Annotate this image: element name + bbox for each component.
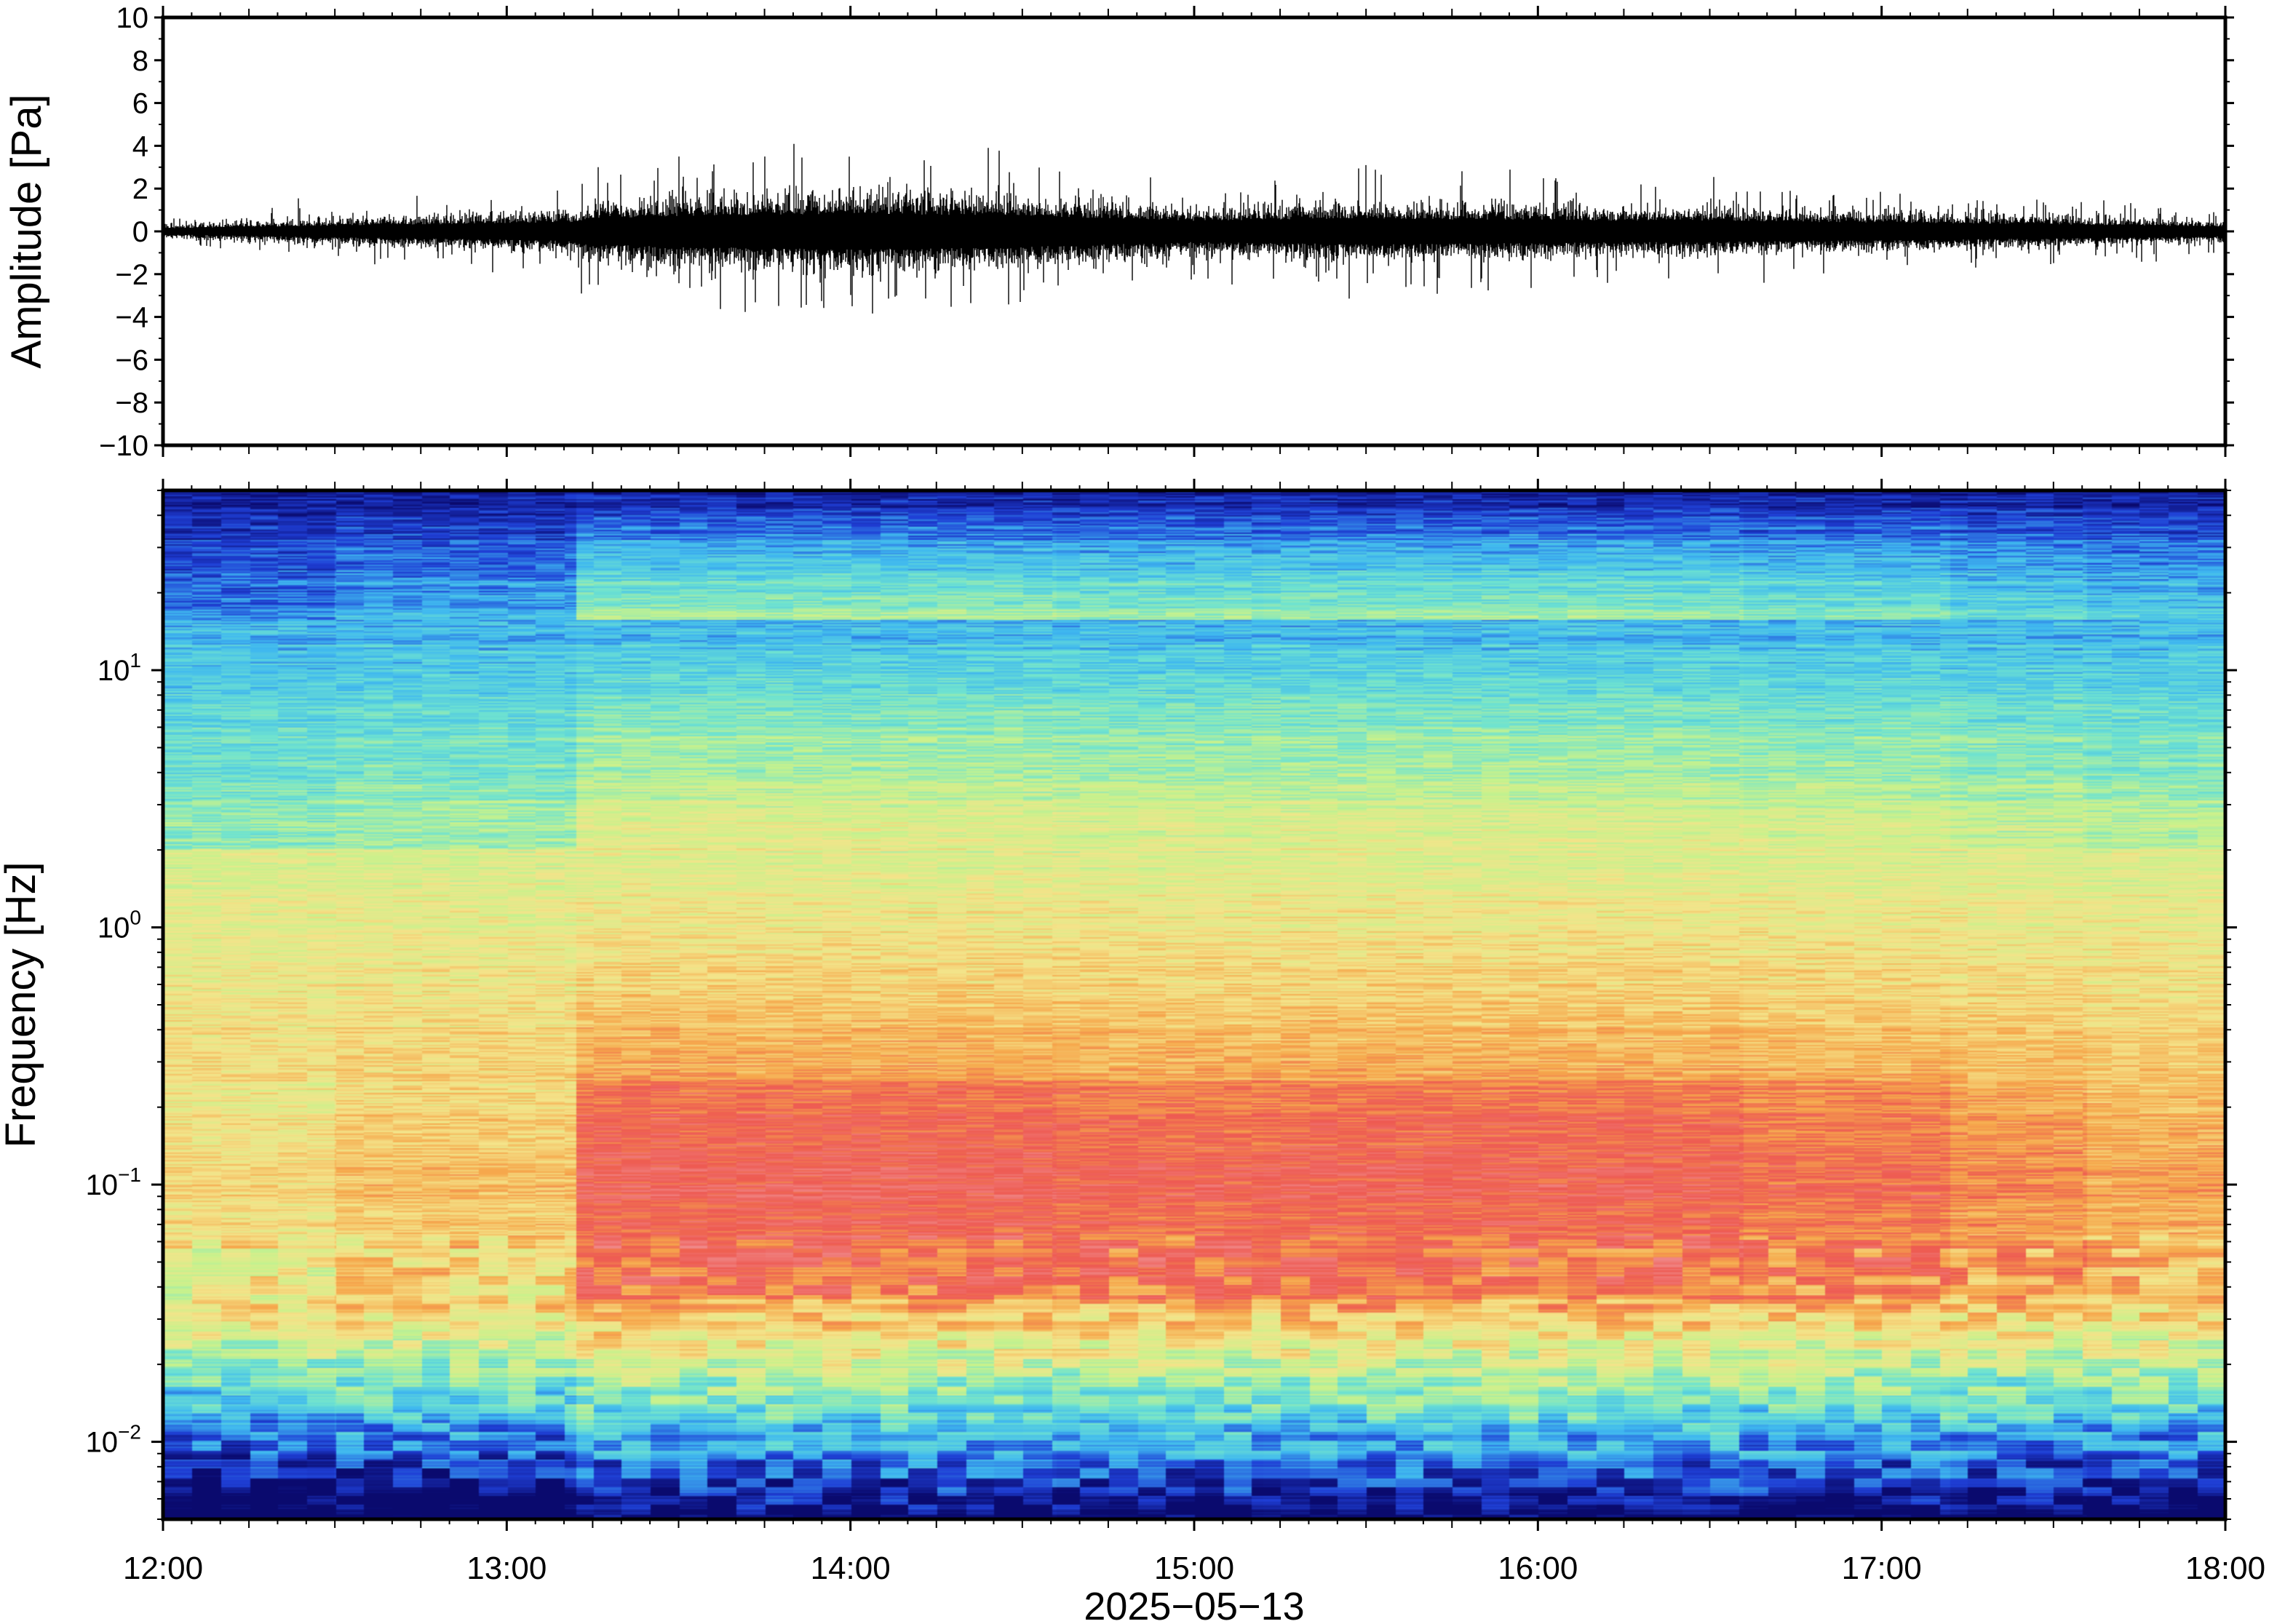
spectrogram-y-tick-label: 100 — [98, 907, 141, 944]
waveform-y-tick-label: −6 — [115, 344, 148, 376]
waveform-y-tick-label: 0 — [132, 216, 148, 248]
waveform-y-tick-label: −8 — [115, 387, 148, 419]
waveform-y-tick-label: 8 — [132, 45, 148, 77]
spectrogram-y-axis-label: Frequency [Hz] — [0, 861, 44, 1147]
waveform-y-tick-label: −4 — [115, 302, 148, 334]
spectrogram-y-tick-label: 10−2 — [86, 1421, 141, 1459]
spectrogram-x-ticks: 12:00 13:00 14:00 15:00 16:00 17:00 18:00 — [123, 479, 2265, 1586]
spectrogram-heatmap — [163, 490, 2225, 1519]
x-tick-label: 16:00 — [1498, 1551, 1578, 1586]
x-tick-label: 15:00 — [1154, 1551, 1234, 1586]
x-axis-label: 2025−05−13 — [1084, 1585, 1304, 1624]
waveform-y-tick-label: 2 — [132, 173, 148, 205]
spectrogram-y-tick-label: 10−1 — [86, 1163, 141, 1201]
waveform-y-ticks: 10 8 6 4 2 0 −2 −4 −6 −8 −10 — [99, 2, 2234, 462]
x-tick-label: 14:00 — [811, 1551, 891, 1586]
waveform-y-tick-label: −10 — [99, 430, 148, 462]
spectrogram-panel: 10−2 10−1 100 101 12:00 13:00 14:00 15:00 16:00… — [0, 479, 2265, 1624]
waveform-y-tick-label: 4 — [132, 130, 148, 162]
x-tick-label: 17:00 — [1842, 1551, 1922, 1586]
waveform-y-axis-label: Amplitude [Pa] — [3, 94, 50, 368]
waveform-frame — [161, 15, 2228, 447]
waveform-trace — [163, 143, 2225, 314]
spectrogram-y-tick-label: 101 — [98, 649, 141, 687]
x-tick-label: 13:00 — [466, 1551, 547, 1586]
x-tick-label: 12:00 — [123, 1551, 203, 1586]
waveform-y-tick-label: 10 — [116, 2, 149, 34]
spectrogram-frame — [161, 488, 2228, 1521]
waveform-panel: 10 8 6 4 2 0 −2 −4 −6 −8 −10 Amplitude [Pa] — [3, 2, 2234, 462]
waveform-y-tick-label: 6 — [132, 88, 148, 120]
waveform-y-tick-label: −2 — [115, 259, 148, 291]
x-tick-label: 18:00 — [2185, 1551, 2265, 1586]
